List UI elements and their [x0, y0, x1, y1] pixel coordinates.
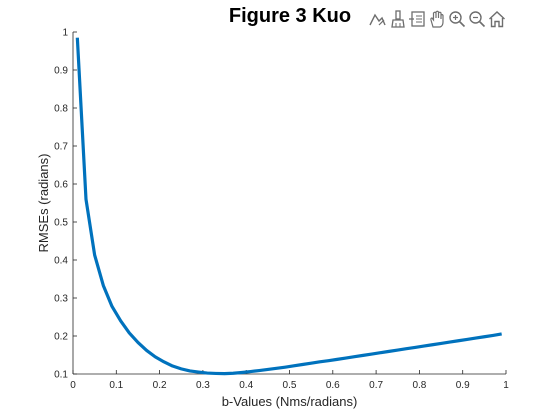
x-tick-label: 0.6: [326, 380, 340, 391]
brush-icon[interactable]: [389, 10, 407, 28]
pan-icon[interactable]: [428, 10, 446, 28]
y-tick-label: 0.4: [54, 256, 68, 267]
data-tips-icon[interactable]: [408, 10, 426, 28]
x-tick-label: 0: [70, 380, 76, 391]
figure-toolbar: [368, 10, 506, 28]
home-icon[interactable]: [488, 10, 506, 28]
y-tick-label: 0.6: [54, 180, 68, 191]
x-ticks: 0 0.1 0.2 0.3 0.4 0.5 0.6 0.7 0.8 0.9 1: [70, 370, 509, 391]
rmse-series-line: [75, 37, 502, 376]
x-tick-label: 0.5: [283, 380, 297, 391]
x-tick-label: 0.1: [109, 380, 123, 391]
y-tick-label: 0.2: [54, 332, 68, 343]
x-tick-label: 0.3: [196, 380, 210, 391]
y-tick-label: 0.3: [54, 294, 68, 305]
zoom-out-icon[interactable]: [468, 10, 486, 28]
plot-area: 0 0.1 0.2 0.3 0.4 0.5 0.6 0.7 0.8 0.9 1 0.10.20.30…: [54, 28, 509, 392]
x-tick-label: 0.7: [369, 380, 383, 391]
zoom-in-icon[interactable]: [448, 10, 466, 28]
x-axis-label: b-Values (Nms/radians): [222, 394, 358, 409]
y-tick-label: 0.8: [54, 104, 68, 115]
y-axis-label: RMSEs (radians): [36, 154, 51, 253]
x-tick-label: 0.8: [412, 380, 426, 391]
y-tick-label: 0.9: [54, 66, 68, 77]
y-tick-label: 0.1: [54, 370, 68, 381]
x-tick-label: 0.2: [153, 380, 167, 391]
y-tick-label: 1: [62, 28, 68, 39]
chart-title: Figure 3 Kuo: [229, 5, 351, 27]
y-ticks: 0.1 0.2 0.3 0.4 0.5 0.6 0.7 0.8 0.9 1: [54, 28, 77, 381]
x-tick-label: 0.9: [456, 380, 470, 391]
x-tick-label: 0.4: [239, 380, 253, 391]
export-icon[interactable]: [368, 10, 386, 28]
x-tick-label: 1: [503, 380, 509, 391]
y-tick-label: 0.7: [54, 142, 68, 153]
y-tick-label: 0.5: [54, 218, 68, 229]
series-group: [75, 37, 502, 376]
